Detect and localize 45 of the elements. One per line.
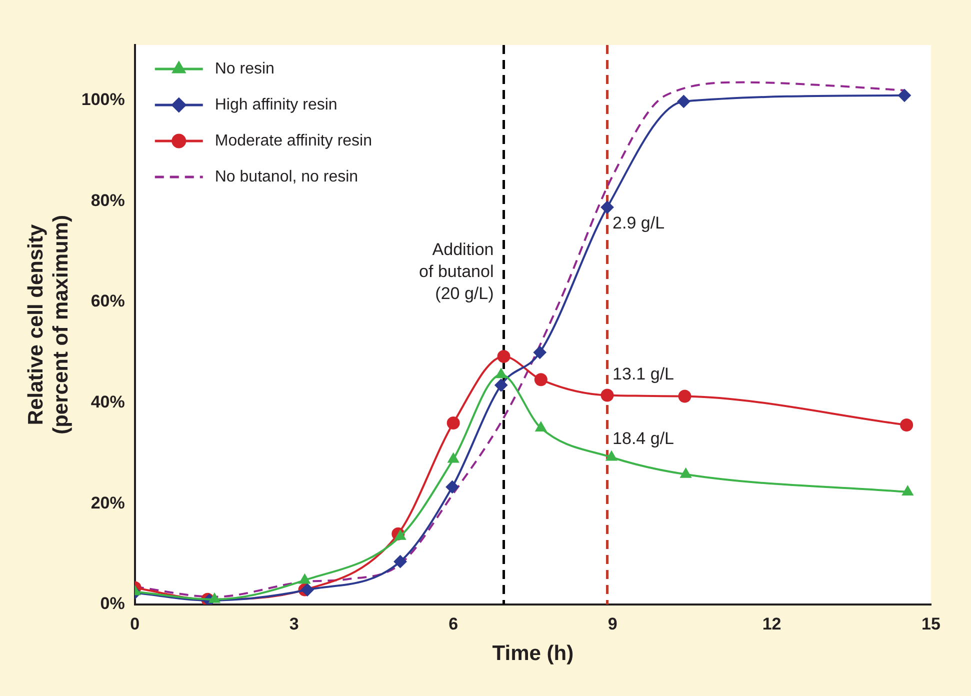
point xyxy=(898,88,911,102)
y-tick-label: 100% xyxy=(81,90,125,110)
annotation: 2.9 g/L xyxy=(612,214,665,233)
legend-label: High affinity resin xyxy=(214,96,338,114)
point xyxy=(394,555,407,568)
ref-line-label: Addition of butanol (20 g/L) xyxy=(419,240,494,303)
annotation: 13.1 g/L xyxy=(612,364,674,384)
annotation: 18.4 g/L xyxy=(612,429,674,448)
y-axis-title: Relative cell density (percent of maximum) xyxy=(24,215,73,434)
y-tick-label: 40% xyxy=(90,392,125,412)
x-tick-label: 9 xyxy=(608,614,618,634)
x-tick-label: 3 xyxy=(289,614,299,634)
y-tick-label: 60% xyxy=(90,292,125,311)
x-axis-title: Time (h) xyxy=(492,642,574,666)
point xyxy=(446,480,459,494)
point xyxy=(680,468,692,478)
point xyxy=(600,388,614,402)
point xyxy=(494,378,508,392)
x-tick-label: 15 xyxy=(922,614,940,634)
point xyxy=(299,574,310,584)
point xyxy=(446,416,460,430)
point xyxy=(678,390,692,403)
point xyxy=(208,592,220,603)
point xyxy=(677,94,690,108)
point xyxy=(606,450,618,461)
point xyxy=(495,368,507,378)
point xyxy=(902,486,914,496)
point xyxy=(535,422,547,432)
legend-label: No resin xyxy=(214,60,274,78)
point xyxy=(534,373,548,386)
x-tick-label: 6 xyxy=(448,614,458,634)
point xyxy=(900,418,914,432)
y-tick-label: 80% xyxy=(90,190,125,210)
x-tick-label: 12 xyxy=(762,614,782,634)
point xyxy=(394,530,406,540)
y-tick-label: 0% xyxy=(100,594,125,614)
point xyxy=(300,583,314,596)
point xyxy=(600,200,614,214)
y-tick-label: 20% xyxy=(90,493,125,512)
legend-label: Moderate affinity resin xyxy=(214,132,372,150)
x-tick-label: 0 xyxy=(130,614,140,634)
point xyxy=(533,346,546,359)
point xyxy=(497,350,510,363)
point xyxy=(448,452,460,463)
legend-label: No butanol, no resin xyxy=(214,168,358,186)
